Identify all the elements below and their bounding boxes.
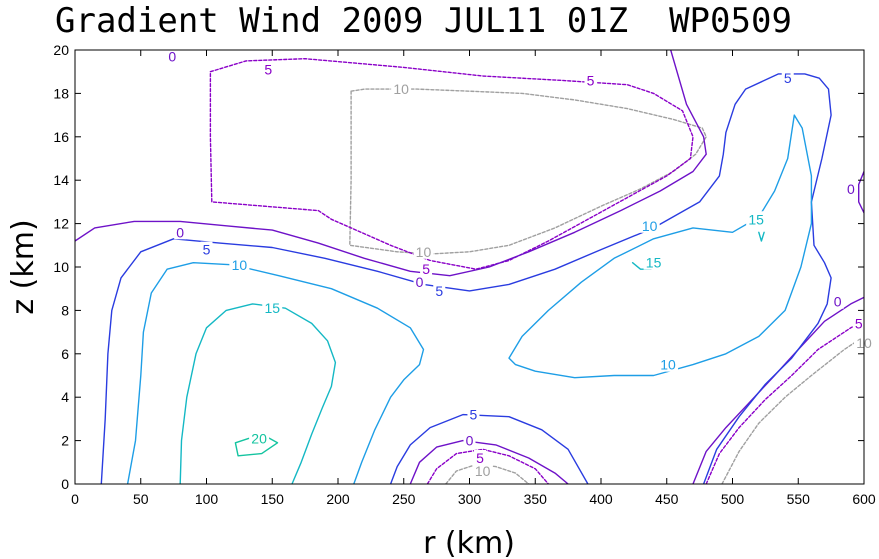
contour-label-bg-12 [262,300,283,316]
x-tick-label-2: 100 [195,491,219,507]
x-tick-label-12: 600 [852,491,876,507]
y-tick-label-10: 20 [53,42,69,58]
y-tick-label-6: 12 [53,216,69,232]
y-tick-label-7: 14 [53,172,69,188]
contour-label-13: 10 [642,218,658,234]
contour-label-bg-0 [166,48,179,64]
x-tick-label-6: 300 [458,491,482,507]
contour-label-10: 5 [203,242,211,258]
contour-label-3: 5 [587,72,595,88]
contour-line-neg10-2 [721,335,864,484]
contour-label-5: 10 [416,244,432,260]
contour-label-4: 5 [784,70,792,86]
contour-line-neg5-4 [426,448,550,484]
contour-line-20-17 [234,435,279,457]
contour-label-24: 5 [476,450,484,466]
x-tick-label-4: 200 [326,491,350,507]
contour-label-bg-14 [746,211,767,227]
contour-label-20: 10 [660,357,676,373]
contour-label-18: 5 [855,315,863,331]
contour-label-bg-3 [584,72,597,88]
contour-label-bg-24 [474,449,487,465]
contour-line-5-10 [100,73,832,484]
contour-label-7: 0 [416,274,424,290]
x-tick-label-1: 50 [133,491,149,507]
contour-label-bg-25 [472,462,493,478]
chart-title: Gradient Wind 2009 JUL11 01Z WP0509 [55,1,792,41]
contour-label-bg-21 [249,430,270,446]
contour-label-21: 20 [251,430,267,446]
y-axis-ticks: 0 2 4 6 8 10 12 14 16 18 20 [53,42,864,492]
contour-label-1: 5 [264,62,272,78]
y-tick-label-1: 2 [61,433,69,449]
x-tick-label-5: 250 [392,491,416,507]
x-tick-label-10: 500 [721,491,745,507]
contour-label-9: 0 [176,224,184,240]
contour-label-22: 5 [470,407,478,423]
x-axis-title: r (km) [423,526,515,559]
contour-label-bg-10 [200,241,213,257]
contour-line-5-11 [389,413,589,484]
contour-line-0-9 [858,170,864,214]
contour-label-bg-4 [781,70,794,86]
contour-label-15: 15 [646,255,662,271]
x-tick-label-7: 350 [524,491,548,507]
contour-label-bg-23 [463,432,476,448]
contour-line-10-12 [126,262,425,484]
y-tick-label-0: 0 [61,476,69,492]
y-axis-title: z (km) [6,219,41,314]
contour-label-bg-22 [467,406,480,422]
y-tick-label-9: 18 [53,85,69,101]
contour-label-bg-16 [844,180,857,196]
contour-label-bg-5 [413,243,434,259]
y-tick-label-8: 16 [53,129,69,145]
x-tick-label-0: 0 [71,491,79,507]
contour-label-bg-8 [433,282,446,298]
y-tick-label-4: 8 [61,302,69,318]
contour-label-bg-7 [413,274,426,290]
y-tick-label-5: 10 [53,259,69,275]
contour-label-bg-9 [174,224,187,240]
contour-label-23: 0 [466,433,474,449]
contour-line-neg5-3 [209,58,694,270]
contour-line-10-13 [508,114,813,379]
contour-label-bg-1 [262,61,275,77]
contour-label-2: 10 [393,81,409,97]
contour-layer [75,50,864,484]
contour-label-17: 0 [834,294,842,310]
x-axis-ticks: 0 50 100 150 200 250 300 350 400 450 500 550 600 [71,50,876,507]
contour-label-bg-15 [643,254,664,270]
x-tick-label-11: 550 [787,491,811,507]
contour-label-12: 15 [264,300,280,316]
contour-label-bg-13 [639,217,660,233]
contour-line-0-6 [75,50,707,277]
y-tick-label-3: 6 [61,346,69,362]
contour-line-0-7 [409,439,569,484]
contour-label-11: 10 [232,257,248,273]
contour-label-bg-2 [391,81,412,97]
contour-label-bg-18 [852,315,865,331]
contour-label-14: 15 [748,211,764,227]
contour-label-bg-11 [229,256,250,272]
contour-label-bg-20 [658,356,679,372]
contour-line-15-14 [179,303,337,484]
contour-label-bg-6 [420,261,433,277]
contour-label-6: 5 [422,261,430,277]
y-tick-label-2: 4 [61,389,69,405]
contour-label-bg-17 [831,293,844,309]
x-tick-label-8: 400 [589,491,613,507]
contour-label-16: 0 [847,181,855,197]
contour-line-neg5-5 [705,320,864,484]
contour-label-8: 5 [435,283,443,299]
contour-line-15-16 [758,231,765,242]
contour-label-0: 0 [168,49,176,65]
x-tick-label-3: 150 [261,491,285,507]
contour-label-25: 10 [475,463,491,479]
x-tick-label-9: 450 [655,491,679,507]
